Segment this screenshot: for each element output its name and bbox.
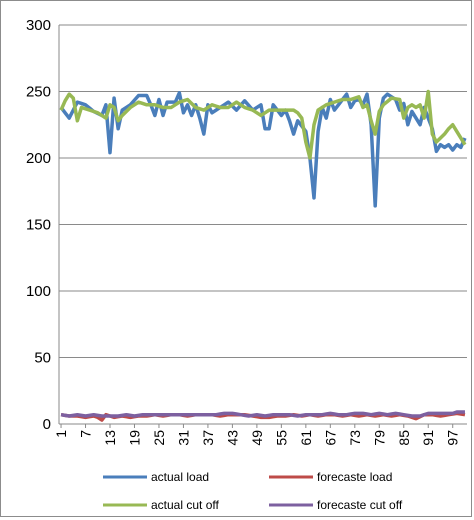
x-tick-label: 13 <box>102 430 118 446</box>
x-tick-label: 67 <box>322 430 338 446</box>
x-tick-label: 61 <box>298 430 314 446</box>
x-tick-label: 1 <box>53 430 69 438</box>
series-line-actual-load <box>59 91 467 208</box>
x-tick-label: 43 <box>224 430 240 446</box>
y-tick-label: 300 <box>26 17 51 34</box>
x-tick-label: 37 <box>200 430 216 446</box>
x-tick-label: 31 <box>175 430 191 446</box>
x-tick-label: 79 <box>371 430 387 446</box>
y-tick-label: 250 <box>26 84 51 101</box>
axes <box>58 25 467 425</box>
y-tick-label: 50 <box>34 350 51 367</box>
x-axis-ticks: 1 7 13 19 25 31 37 43 49 55 61 67 73 79 85 91 97 <box>53 424 461 446</box>
y-axis-ticks: 0 50 100 150 200 250 300 <box>26 17 51 433</box>
x-tick-label: 55 <box>273 430 289 446</box>
series-lines <box>59 89 467 422</box>
x-tick-label: 73 <box>347 430 363 446</box>
y-tick-label: 0 <box>43 416 51 433</box>
x-tick-label: 25 <box>151 430 167 446</box>
x-tick-label: 85 <box>396 430 412 446</box>
series-line-forecaste-cut-off <box>60 410 465 418</box>
y-tick-label: 100 <box>26 283 51 300</box>
legend-label: actual cut off <box>151 498 219 512</box>
y-tick-label: 200 <box>26 150 51 167</box>
x-tick-label: 91 <box>420 430 436 446</box>
x-tick-label: 7 <box>78 430 94 438</box>
series-line-actual-cut-off <box>59 89 467 160</box>
legend-label: forecaste load <box>317 470 392 484</box>
x-tick-label: 97 <box>445 430 461 446</box>
x-tick-label: 49 <box>249 430 265 446</box>
legend-label: forecaste cut off <box>317 498 403 512</box>
x-tick-label: 19 <box>126 430 142 446</box>
legend: actual load forecaste load actual cut off f… <box>103 470 403 512</box>
gridlines <box>59 24 467 358</box>
y-tick-label: 150 <box>26 217 51 234</box>
legend-label: actual load <box>151 470 209 484</box>
